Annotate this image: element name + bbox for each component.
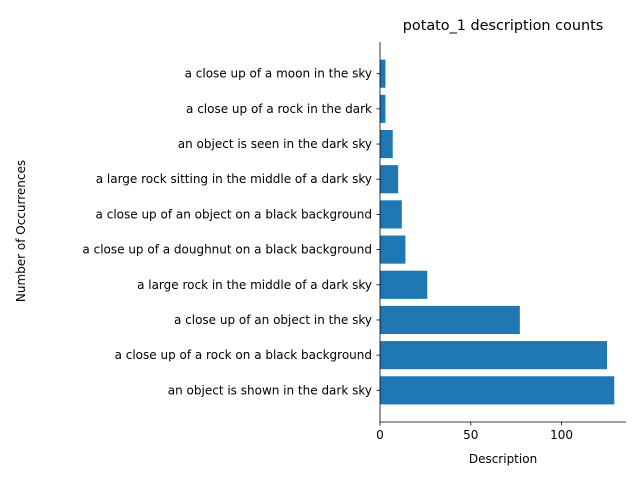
y-tick-label: an object is seen in the dark sky xyxy=(178,137,372,151)
x-tick-label: 100 xyxy=(550,428,573,442)
bar xyxy=(380,270,428,299)
y-tick-label: a close up of an object in the sky xyxy=(174,313,372,327)
x-tick-label: 50 xyxy=(463,428,478,442)
bar xyxy=(380,200,402,229)
bar xyxy=(380,165,399,194)
y-tick-label: a close up of a rock in the dark xyxy=(186,102,372,116)
bars-group xyxy=(380,59,615,405)
bar xyxy=(380,376,615,405)
bar xyxy=(380,129,393,159)
category-labels: an object is shown in the dark sky a clos… xyxy=(82,67,380,397)
bar xyxy=(380,94,386,123)
y-tick-label: a close up of a doughnut on a black back… xyxy=(82,243,372,257)
x-tick-label: 0 xyxy=(376,428,384,442)
chart-title: potato_1 description counts xyxy=(403,18,603,34)
y-tick-label: a close up of a rock on a black backgrou… xyxy=(115,348,372,362)
y-tick-label: a close up of a moon in the sky xyxy=(185,67,372,81)
y-tick-label: a close up of an object on a black backg… xyxy=(96,207,372,221)
y-axis-label: Number of Occurrences xyxy=(14,160,28,302)
bar xyxy=(380,235,406,264)
x-axis-label: Description xyxy=(469,452,537,466)
bar xyxy=(380,341,608,370)
y-tick-label: an object is shown in the dark sky xyxy=(168,383,372,397)
bar xyxy=(380,59,386,88)
x-ticks: 0 50 100 xyxy=(376,422,573,442)
y-tick-label: a large rock sitting in the middle of a … xyxy=(96,172,372,186)
y-tick-label: a large rock in the middle of a dark sky xyxy=(137,278,372,292)
bar xyxy=(380,305,520,335)
